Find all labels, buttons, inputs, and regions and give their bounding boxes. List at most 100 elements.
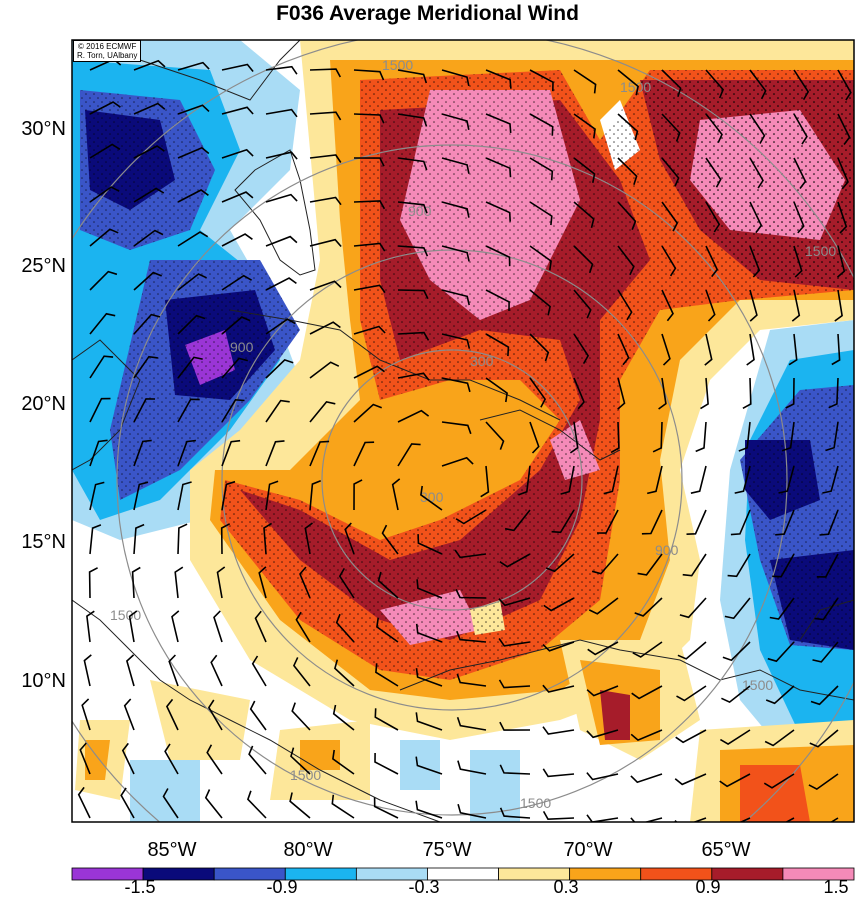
wind-barb [457,760,487,775]
wind-barb [529,201,553,226]
ring-label: 900 [408,203,432,219]
colorbar-label: 0.3 [553,877,578,897]
wind-barb [686,509,707,535]
wind-barb [791,289,801,322]
wind-barb [603,465,619,495]
wind-barb [682,553,707,577]
wind-barb [543,597,575,612]
colorbar-label: 1.5 [823,877,848,897]
wind-barb [265,235,298,247]
wind-barb [265,399,290,423]
wind-barb [586,814,619,822]
wind-barb [376,617,399,643]
wind-barb [573,201,595,228]
wind-barb [749,245,761,278]
wind-barb [309,196,342,206]
wind-barb [221,316,251,335]
wind-barb [420,485,443,511]
wind-barb [617,245,635,276]
wind-barb [333,659,355,687]
wind-barb [338,568,355,599]
wind-barb [162,788,179,819]
wind-barb [705,201,721,233]
wind-barb [641,509,663,535]
wind-barb [674,817,707,822]
wind-barb [174,566,184,599]
wind-barb [221,480,236,511]
wind-barb [455,509,487,525]
wind-barb [529,377,547,408]
wind-barb [661,113,681,142]
wind-barb [677,641,707,660]
wind-barb [734,465,751,494]
wind-barb [769,597,795,620]
wind-barb [772,553,795,578]
wind-barb [133,187,165,203]
ring-label: 900 [655,542,679,558]
ring-label: 1500 [520,795,551,811]
wind-barb [373,797,399,819]
wind-barb [289,792,311,819]
wind-barb [353,242,386,252]
negative-wind-west [72,40,300,540]
ring-label: 1500 [805,243,836,259]
wind-barb [246,790,267,819]
wind-barb [415,712,443,731]
wind-barb [809,729,839,748]
wind-barb [121,742,135,775]
wind-barb [221,106,254,115]
wind-barb [133,355,158,379]
wind-barb [498,597,531,607]
wind-barb [353,479,363,511]
lon-label: 70°W [563,839,612,861]
wind-barb [177,314,206,335]
lat-label: 15°N [21,531,66,553]
negative-wind-east [720,320,854,760]
wind-barb [767,641,795,663]
ring-label: 300 [420,489,444,505]
wind-barb [374,752,399,775]
wind-barb [837,69,852,101]
wind-barb [165,698,179,731]
wind-barb [705,113,723,143]
wind-barb [617,157,638,186]
wind-barb [793,69,810,101]
wind-barb [529,421,540,454]
wind-barb [265,108,298,118]
wind-barb [309,68,342,78]
wind-barb [637,553,663,576]
wind-barb [291,702,311,731]
wind-barb [221,439,241,467]
colorbar-labels: -1.5 -0.9 -0.3 0.3 0.9 1.5 [124,877,848,897]
ring-label: 300 [470,353,494,369]
wind-barb [221,148,254,159]
wind-barb [630,729,663,742]
wind-barb [749,201,763,234]
wind-barb [810,685,839,706]
wind-barb [819,509,839,536]
wind-barb [204,789,223,819]
wind-barb [586,685,619,697]
colorbar-swatch [782,867,855,881]
wind-barb [265,358,294,379]
wind-barb [220,523,231,555]
wind-barb [335,613,355,643]
wind-barb [529,245,552,271]
positive-wind-patches-south [75,640,854,822]
wind-barb [775,509,795,536]
ring-label: 1500 [290,767,321,783]
wind-barb [309,154,342,163]
wind-barb [816,553,839,578]
wind-barb [177,231,209,247]
wind-barb [661,69,682,98]
wind-barb [377,571,399,599]
wind-barb [89,355,114,379]
wind-barb [89,439,108,467]
wind-barb [168,654,179,687]
wind-barb [573,333,590,364]
wind-barb [89,481,105,511]
wind-barb [719,773,751,788]
wind-barb [674,773,707,786]
wind-barb [634,597,663,617]
wind-barb [81,698,91,731]
